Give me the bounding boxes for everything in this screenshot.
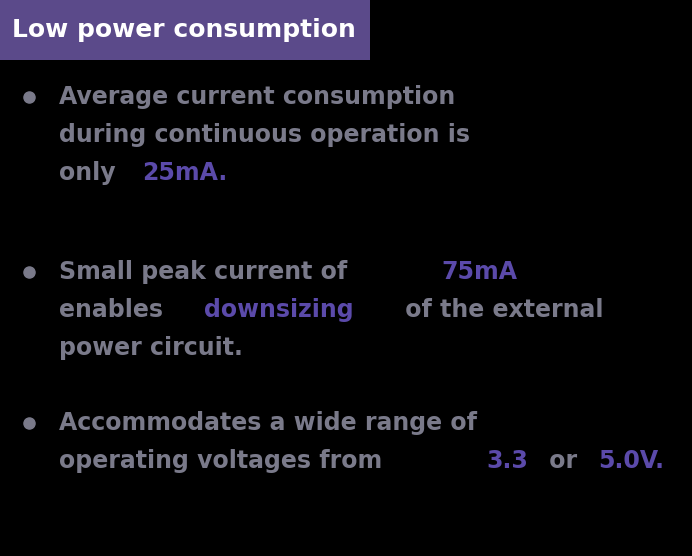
Text: or: or <box>540 449 585 473</box>
Text: of the external: of the external <box>397 299 603 322</box>
Text: Low power consumption: Low power consumption <box>12 18 356 42</box>
Text: 5.0V.: 5.0V. <box>598 449 664 473</box>
Text: Small peak current of: Small peak current of <box>59 260 355 285</box>
Text: power circuit.: power circuit. <box>59 336 243 360</box>
Text: only: only <box>59 161 124 185</box>
Text: Accommodates a wide range of: Accommodates a wide range of <box>59 410 477 435</box>
Text: enables: enables <box>59 299 171 322</box>
Text: during continuous operation is: during continuous operation is <box>59 123 470 147</box>
Text: 3.3: 3.3 <box>486 449 529 473</box>
FancyBboxPatch shape <box>0 0 370 60</box>
Text: operating voltages from: operating voltages from <box>59 449 390 473</box>
Text: 25mA.: 25mA. <box>143 161 228 185</box>
Text: 75mA: 75mA <box>441 260 518 285</box>
Text: Average current consumption: Average current consumption <box>59 85 455 110</box>
Text: downsizing: downsizing <box>203 299 354 322</box>
